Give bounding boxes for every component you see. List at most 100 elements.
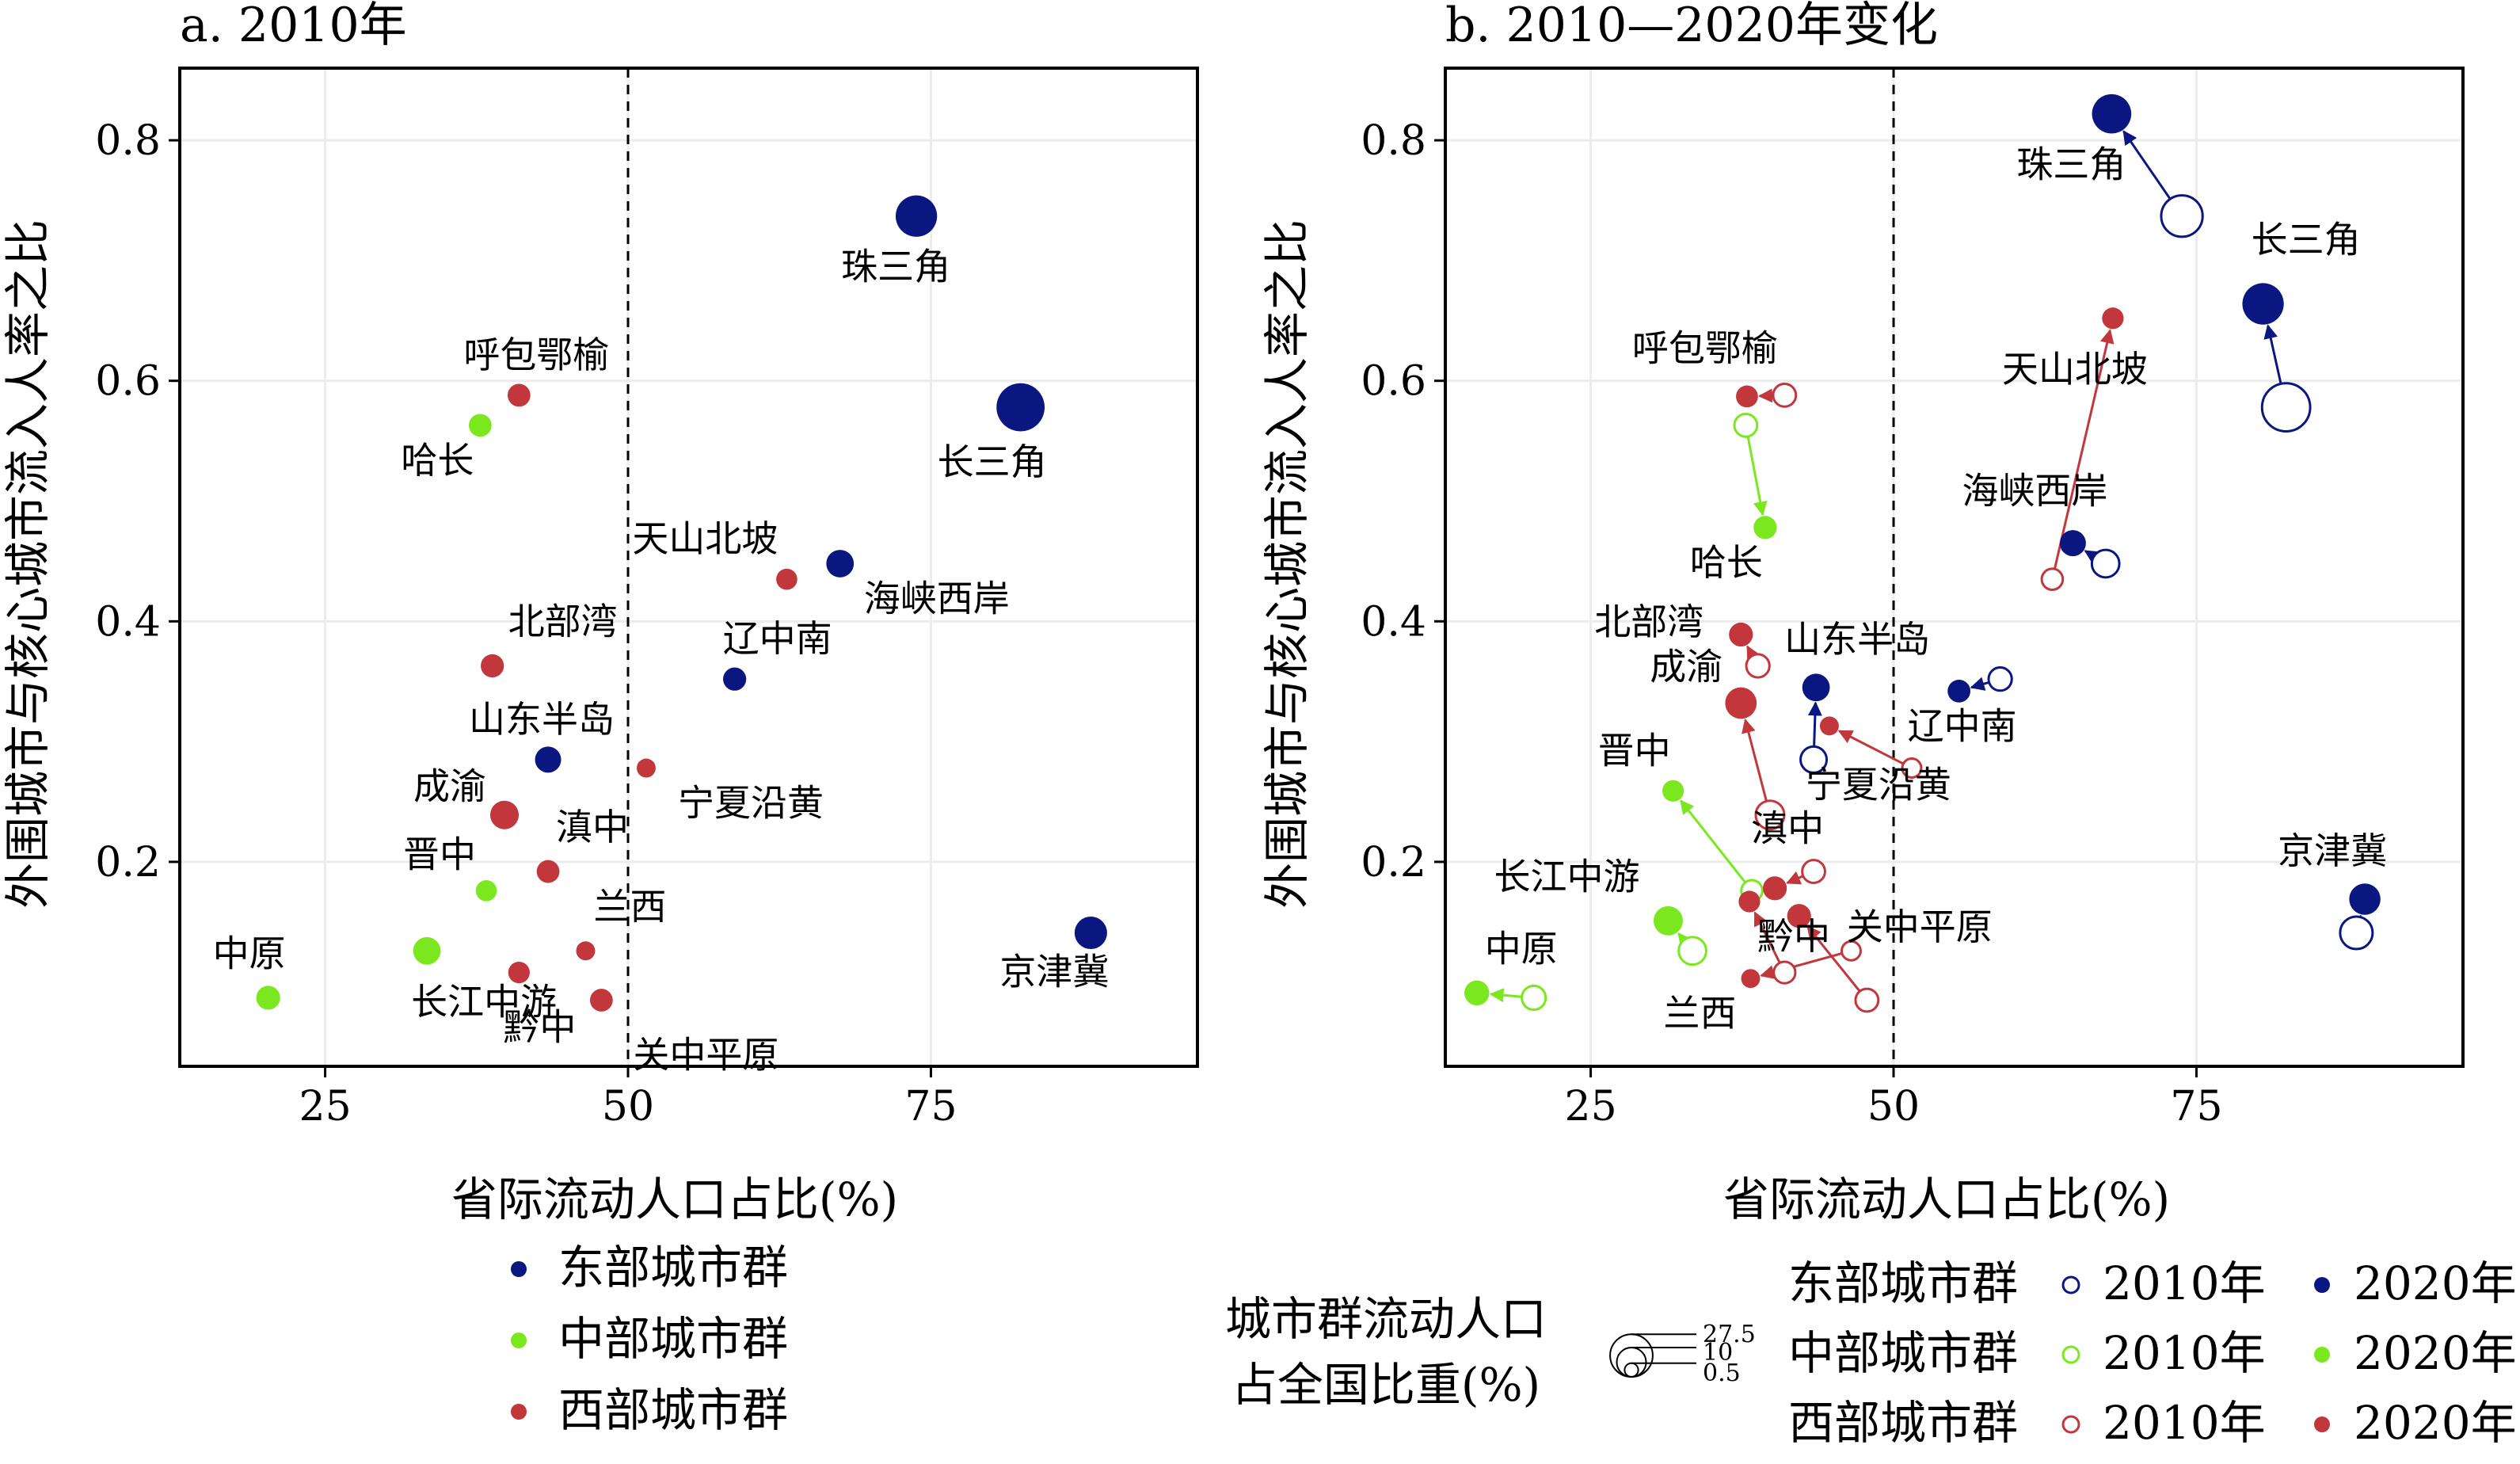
change-arrow-3 xyxy=(2084,550,2100,564)
point-8 xyxy=(413,936,441,965)
legend-a-label-1: 中部城市群 xyxy=(558,1312,788,1366)
change-arrow-17 xyxy=(1753,911,1781,964)
point-7 xyxy=(475,880,497,902)
point-label-17: 黔中 xyxy=(1757,915,1830,958)
panel-a-grid xyxy=(180,68,1197,1066)
point-2020-10 xyxy=(1736,385,1758,408)
point-2020-16 xyxy=(1741,969,1761,989)
legend-b-group-0: 东部城市群 xyxy=(1788,1256,2018,1310)
point-label-11: 天山北坡 xyxy=(632,517,778,560)
point-label-14: 成渝 xyxy=(1650,646,1723,688)
point-label-12: 北部湾 xyxy=(508,600,618,642)
point-2010-8 xyxy=(1677,936,1707,966)
point-label-5: 山东半岛 xyxy=(1784,618,1930,661)
point-label-4: 辽中南 xyxy=(1908,704,2017,747)
change-arrow-14 xyxy=(1742,718,1768,802)
point-2020-15 xyxy=(1763,876,1787,901)
y-tick-label-0.6: 0.6 xyxy=(1361,358,1426,406)
legend-b-open-marker-2 xyxy=(2061,1415,2080,1434)
point-2010-16 xyxy=(1841,940,1862,962)
point-2010-9 xyxy=(1521,984,1547,1012)
legend-b-filled-marker-0 xyxy=(2314,1277,2330,1293)
point-label-13: 宁夏沿黄 xyxy=(678,782,824,825)
point-15 xyxy=(536,860,560,883)
point-2010-17 xyxy=(1772,960,1797,985)
size-legend-circle-0 xyxy=(1609,1333,1654,1378)
point-label-9: 中原 xyxy=(213,932,286,974)
point-2020-7 xyxy=(1662,780,1684,802)
point-2010-3 xyxy=(2090,548,2121,579)
change-arrow-18 xyxy=(1806,925,1861,993)
point-4 xyxy=(723,667,747,691)
point-2020-11 xyxy=(2102,307,2124,330)
point-label-13: 宁夏沿黄 xyxy=(1806,763,1951,806)
point-2010-0 xyxy=(2160,194,2204,238)
panel-a-ticks: 25 50 75 0.2 0.4 0.6 0.8 xyxy=(95,117,957,1130)
point-label-7: 晋中 xyxy=(1598,729,1671,772)
change-arrow-1 xyxy=(2263,324,2282,384)
point-label-18: 关中平原 xyxy=(1847,905,1993,948)
legend-b-filled-label-1: 2020年 xyxy=(2354,1326,2517,1380)
point-2010-12 xyxy=(1745,653,1771,679)
change-arrow-7 xyxy=(1680,799,1746,883)
y-tick-label-0.4: 0.4 xyxy=(95,598,161,646)
panel-b-x-axis-title: 省际流动人口占比(%) xyxy=(1723,1172,2170,1226)
legend-b-open-marker-1 xyxy=(2061,1345,2080,1364)
point-2020-12 xyxy=(1729,622,1753,647)
size-legend-value-1: 10 xyxy=(1703,1339,1733,1367)
change-arrow-10 xyxy=(1757,388,1774,403)
legend-b-filled-marker-2 xyxy=(2314,1416,2330,1432)
point-2010-5 xyxy=(1799,745,1829,774)
panel-a-x-axis-title: 省际流动人口占比(%) xyxy=(451,1172,898,1226)
y-tick-label-0.4: 0.4 xyxy=(1361,598,1426,646)
point-label-6: 哈长 xyxy=(1690,541,1763,584)
point-2020-9 xyxy=(1464,980,1490,1006)
point-2020-4 xyxy=(1947,679,1971,703)
point-label-17: 黔中 xyxy=(503,1006,576,1049)
y-tick-label-0.6: 0.6 xyxy=(95,358,161,406)
point-2020-5 xyxy=(1802,673,1830,702)
point-2020-6 xyxy=(1753,516,1777,539)
panel-b-plot-frame xyxy=(1444,67,2465,1068)
legend-a-marker-0 xyxy=(511,1261,527,1277)
change-arrow-12 xyxy=(1746,645,1761,661)
change-arrow-9 xyxy=(1489,988,1522,1003)
point-label-14: 成渝 xyxy=(413,765,486,808)
change-arrow-4 xyxy=(1970,677,1990,691)
legend-a-marker-1 xyxy=(511,1332,527,1348)
point-2010-1 xyxy=(2260,382,2312,433)
point-2010-18 xyxy=(1854,987,1880,1013)
x-tick-label-25: 25 xyxy=(299,1083,351,1130)
panel-a-scatter: a. 2010年 外围城市与核心城市流入人率之比 省际流动人口占比(%) 珠三角… xyxy=(1,0,1199,1226)
panel-a-plot-frame xyxy=(178,67,1199,1068)
point-3 xyxy=(826,550,855,578)
panel-b-points xyxy=(1464,93,2381,1013)
legend-b-filled-marker-1 xyxy=(2314,1347,2330,1363)
change-arrow-13 xyxy=(1837,730,1904,765)
change-arrow-5 xyxy=(1807,701,1822,747)
point-label-2: 京津冀 xyxy=(999,950,1109,993)
point-label-2: 京津冀 xyxy=(2278,829,2387,872)
panel-b-title: b. 2010—2020年变化 xyxy=(1445,0,1938,53)
size-legend-title-line-2: 占全国比重(%) xyxy=(1231,1358,1540,1412)
point-2020-0 xyxy=(2092,93,2132,134)
x-tick-label-25: 25 xyxy=(1564,1083,1616,1130)
point-label-5: 山东半岛 xyxy=(469,698,615,741)
point-2010-10 xyxy=(1772,383,1798,408)
point-label-7: 晋中 xyxy=(403,833,476,875)
point-2 xyxy=(1074,916,1107,950)
point-label-16: 兰西 xyxy=(1664,992,1737,1035)
y-tick-label-0.2: 0.2 xyxy=(95,839,161,886)
size-legend-value-2: 0.5 xyxy=(1703,1359,1741,1387)
point-label-16: 兰西 xyxy=(593,885,666,928)
point-2020-17 xyxy=(1738,890,1761,913)
panel-a-y-axis-title: 外围城市与核心城市流入人率之比 xyxy=(1,219,55,909)
panel-b-y-axis-title: 外围城市与核心城市流入人率之比 xyxy=(1260,219,1314,909)
point-label-12: 北部湾 xyxy=(1594,600,1703,643)
legend-b-filled-label-2: 2020年 xyxy=(2354,1396,2517,1450)
point-label-3: 海峡西岸 xyxy=(864,577,1010,620)
legend-b-group-1: 中部城市群 xyxy=(1788,1326,2018,1380)
point-1 xyxy=(996,383,1045,432)
